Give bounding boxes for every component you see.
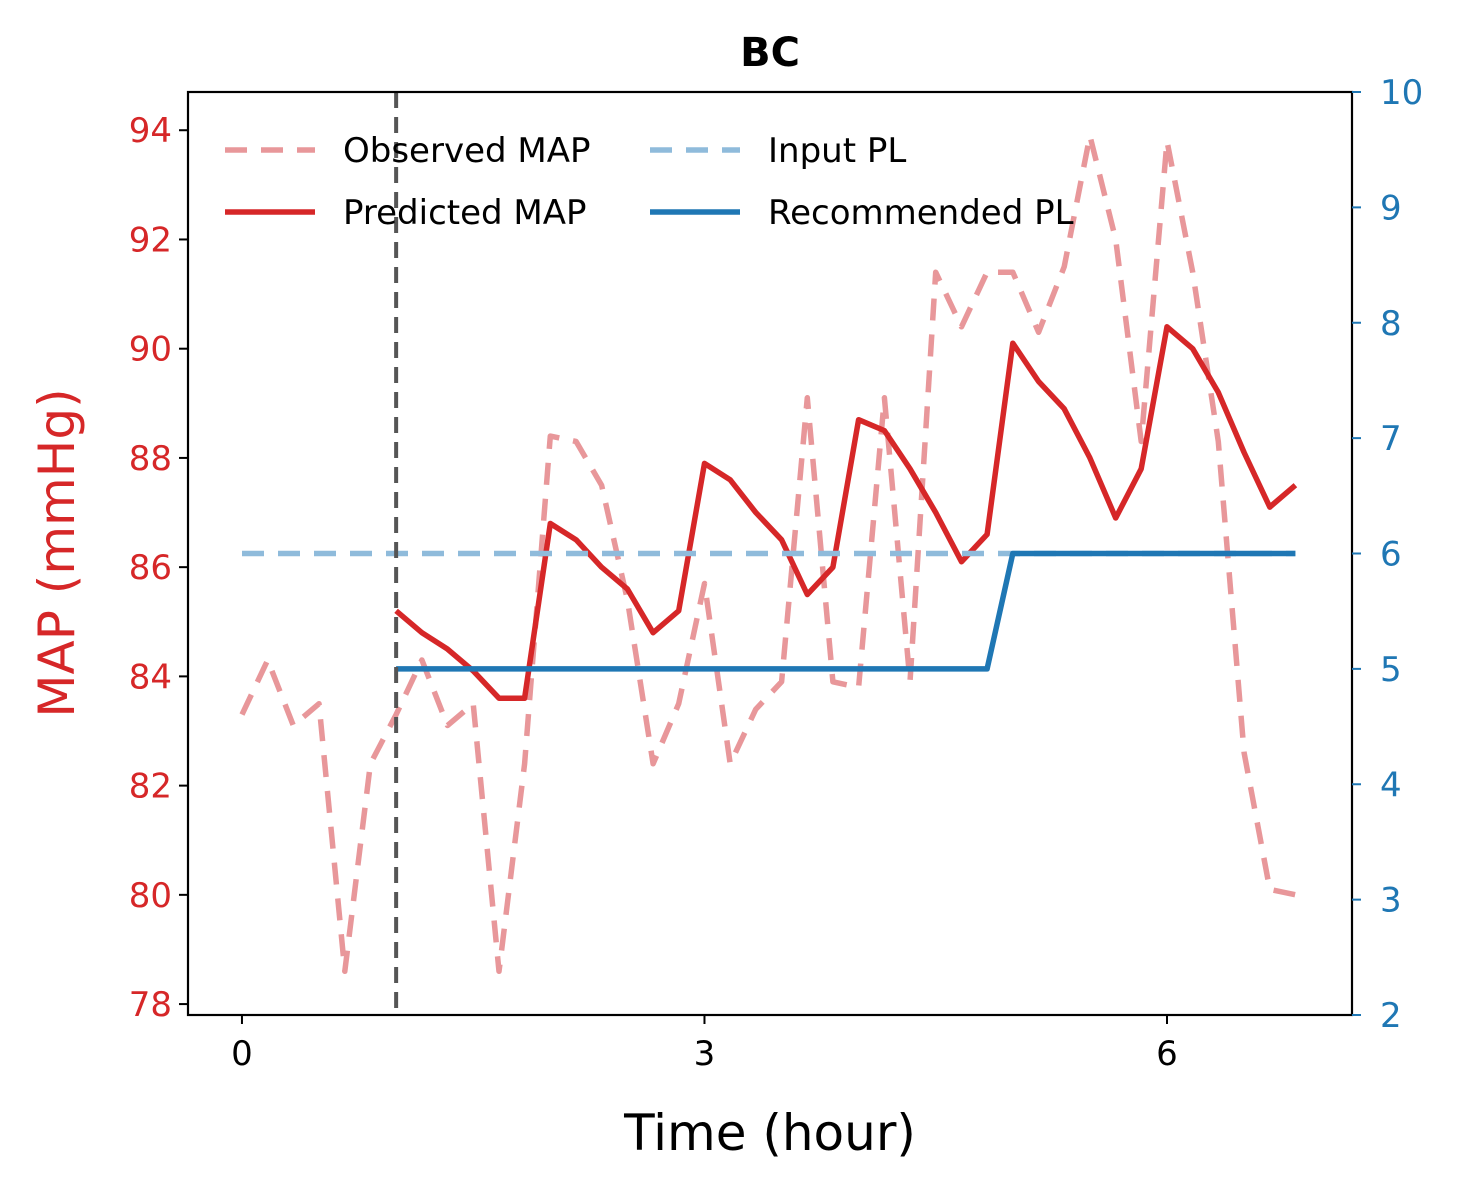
series-layer [239, 92, 1298, 1015]
legend-label-predicted-map: Predicted MAP [343, 193, 587, 233]
chart-title: BC [740, 30, 800, 76]
x-tick-label: 0 [231, 1034, 253, 1074]
series-line-predicted-map [394, 324, 1298, 701]
x-tick-label: 6 [1156, 1034, 1178, 1074]
y-left-tick-label: 82 [129, 767, 172, 807]
y-axis-label: MAP (mmHg) [28, 388, 86, 717]
y-left-tick-label: 94 [129, 111, 172, 151]
legend-label-observed-map: Observed MAP [343, 131, 590, 171]
y-right-tick-label: 8 [1380, 304, 1402, 344]
y-right-tick-label: 7 [1380, 419, 1402, 459]
y-left-tick-label: 92 [129, 220, 172, 260]
y-right-tick-label: 3 [1380, 881, 1402, 921]
y-left-tick-label: 84 [129, 657, 172, 697]
y-right-tick-label: 9 [1380, 188, 1402, 228]
legend: Observed MAP Predicted MAP Input PL Recomme… [225, 131, 1074, 233]
y-left-tick-label: 90 [129, 330, 172, 370]
series-line-recommended-pl [396, 550, 1296, 672]
y-left-tick-label: 86 [129, 548, 172, 588]
legend-label-input-pl: Input PL [768, 131, 906, 171]
x-axis-label: Time (hour) [623, 1104, 916, 1162]
legend-label-recommended-pl: Recommended PL [768, 193, 1074, 233]
y-right-tick-label: 6 [1380, 535, 1402, 575]
y-right-tick-label: 5 [1380, 650, 1402, 690]
x-tick-label: 3 [694, 1034, 716, 1074]
y-right-tick-label: 4 [1380, 765, 1402, 805]
y-left-tick-label: 88 [129, 439, 172, 479]
y-left-tick-label: 78 [129, 985, 172, 1025]
y-right-tick-label: 2 [1380, 996, 1402, 1036]
y-right-tick-label: 10 [1380, 73, 1423, 113]
y-left-tick-label: 80 [129, 876, 172, 916]
